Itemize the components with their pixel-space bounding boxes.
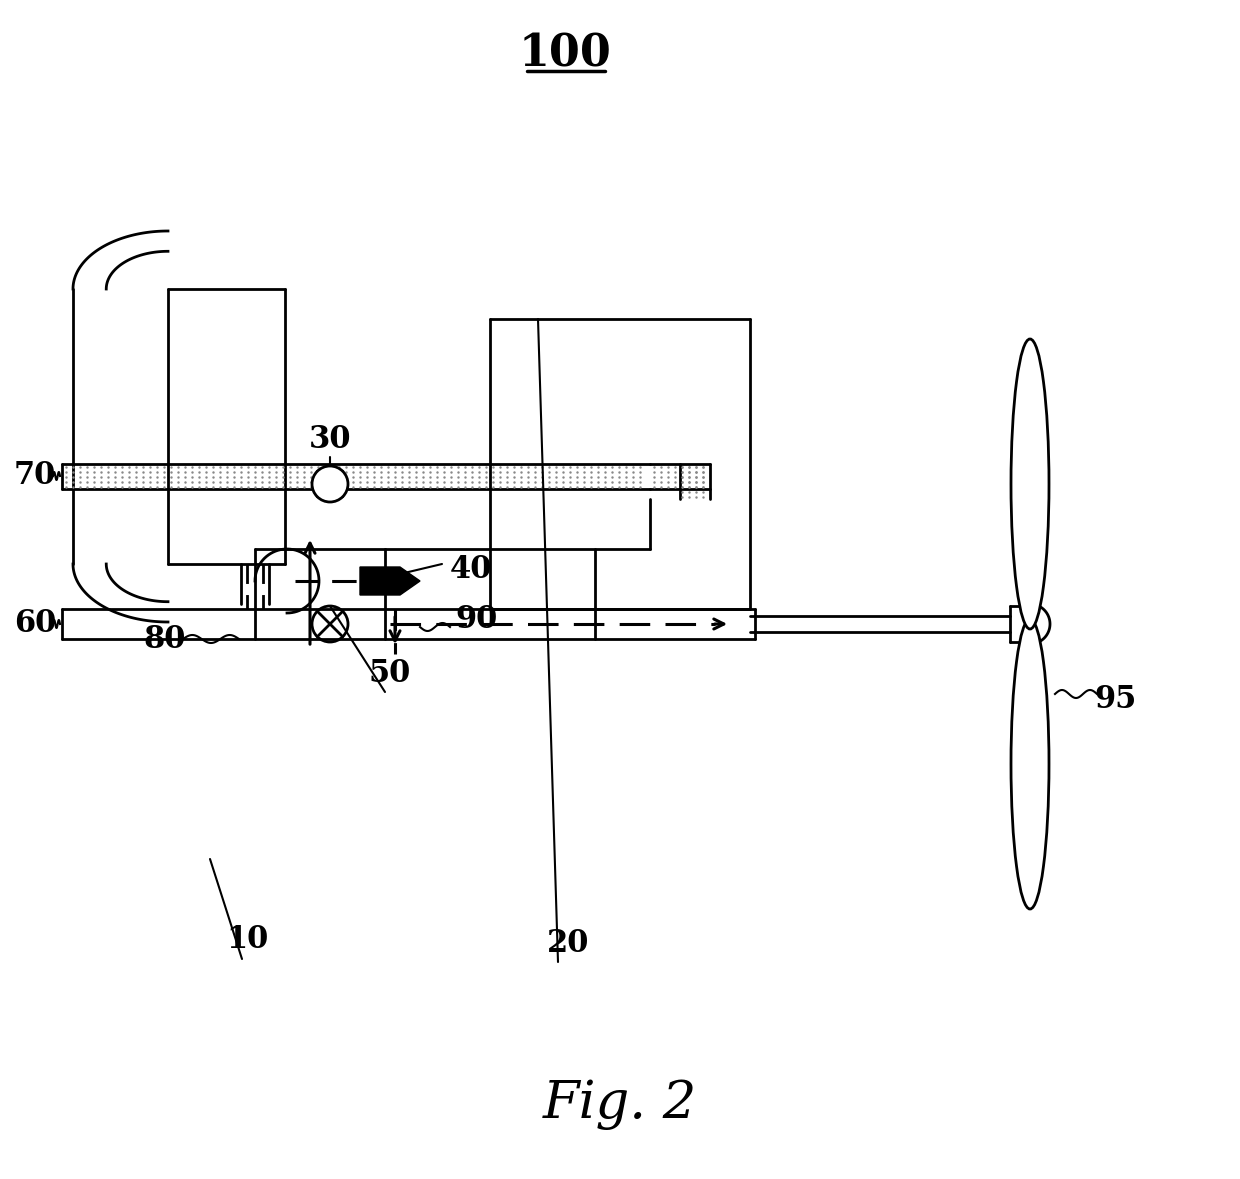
Text: 90: 90 <box>455 604 497 634</box>
Text: 10: 10 <box>226 923 268 955</box>
Ellipse shape <box>1011 619 1049 909</box>
Text: 95: 95 <box>1094 684 1136 714</box>
Text: 80: 80 <box>144 624 186 654</box>
Text: 40: 40 <box>450 553 492 585</box>
Text: 60: 60 <box>14 608 56 639</box>
Ellipse shape <box>1011 340 1049 630</box>
Text: 30: 30 <box>309 423 351 454</box>
Text: 70: 70 <box>14 461 56 492</box>
Circle shape <box>312 466 348 502</box>
Text: 50: 50 <box>368 659 412 690</box>
Text: 20: 20 <box>547 929 589 960</box>
Text: Fig. 2: Fig. 2 <box>543 1079 697 1129</box>
Polygon shape <box>360 567 420 595</box>
Text: 100: 100 <box>518 33 611 75</box>
